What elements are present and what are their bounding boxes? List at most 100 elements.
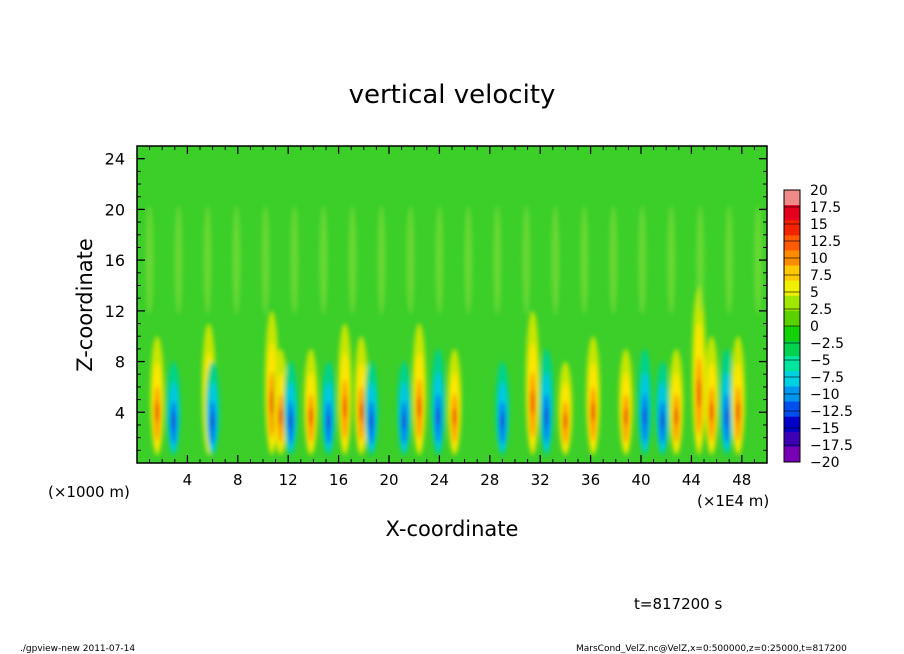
colorbar-label: −2.5: [810, 336, 844, 352]
colorbar-label: 5: [810, 285, 819, 301]
velocity-plume: [402, 413, 406, 430]
upper-streak: [406, 205, 415, 316]
velocity-plume: [624, 407, 628, 426]
upper-streak: [667, 205, 676, 316]
x-tick-label: 28: [480, 471, 499, 489]
x-tick-label: 4: [183, 471, 193, 489]
colorbar-swatch: [784, 310, 800, 327]
upper-streak: [493, 205, 502, 316]
upper-streak: [522, 205, 531, 316]
velocity-plume: [697, 378, 701, 408]
colorbar-label: 20: [810, 183, 828, 199]
velocity-plume: [343, 396, 347, 419]
velocity-plume: [531, 390, 535, 415]
footer-right: MarsCond_VelZ.nc@VelZ,x=0:500000,z=0:250…: [576, 644, 847, 654]
x-tick-label: 44: [682, 471, 701, 489]
upper-streak: [754, 205, 763, 316]
velocity-plume: [155, 401, 159, 423]
velocity-plume: [327, 413, 331, 430]
upper-streak: [174, 205, 183, 316]
upper-streak: [348, 205, 357, 316]
colorbar-label: −20: [810, 455, 840, 471]
colorbar-swatch: [784, 431, 800, 448]
velocity-plume: [369, 413, 373, 430]
velocity-plume: [417, 396, 421, 419]
velocity-plume: [309, 407, 313, 426]
colorbar-label: 0: [810, 319, 819, 335]
chart-title: vertical velocity: [349, 80, 556, 110]
y-tick-label: 20: [105, 200, 125, 219]
upper-streak: [551, 205, 560, 316]
velocity-plume: [591, 401, 595, 423]
colorbar-swatch: [784, 341, 800, 357]
time-label: t=817200 s: [634, 595, 722, 613]
colorbar-label: 7.5: [810, 268, 832, 284]
y-axis: 4 8 12 16 20 24: [105, 150, 767, 451]
velocity-plume: [725, 407, 729, 426]
x-tick-label: 24: [430, 471, 449, 489]
x-tick-label: 8: [233, 471, 243, 489]
velocity-plume: [359, 401, 363, 423]
colorbar-label: −5: [810, 353, 831, 369]
velocity-plume: [453, 407, 457, 426]
velocity-plume: [736, 401, 740, 423]
colorbar-swatch: [784, 190, 800, 206]
upper-streak: [232, 205, 241, 316]
colorbar-label: 17.5: [810, 200, 841, 216]
colorbar-swatch: [784, 326, 800, 342]
colorbar-label: 10: [810, 251, 828, 267]
y-tick-label: 12: [105, 302, 125, 321]
velocity-plume: [500, 413, 504, 430]
colorbar-swatch: [784, 265, 800, 282]
colorbar-label: −15: [810, 421, 840, 437]
velocity-plume: [270, 390, 274, 415]
x-tick-label: 36: [581, 471, 600, 489]
upper-streak: [290, 205, 299, 316]
velocity-plume: [643, 407, 647, 426]
x-tick-label: 12: [279, 471, 298, 489]
upper-streak: [464, 205, 473, 316]
x-unit-left: (×1000 m): [48, 483, 130, 501]
colorbar-label: 15: [810, 217, 828, 233]
velocity-plume: [710, 401, 714, 423]
x-tick-label: 32: [531, 471, 550, 489]
upper-streak: [638, 205, 647, 316]
colorbar-swatch: [784, 280, 800, 297]
upper-streak: [609, 205, 618, 316]
y-tick-label: 8: [115, 353, 125, 372]
velocity-plume: [172, 413, 176, 430]
x-axis-label: X-coordinate: [386, 517, 519, 541]
colorbar-label: 2.5: [810, 302, 832, 318]
x-tick-label: 40: [631, 471, 650, 489]
x-tick-label: 16: [329, 471, 348, 489]
upper-streak: [696, 205, 705, 316]
upper-streak: [725, 205, 734, 316]
y-tick-label: 4: [115, 403, 125, 422]
velocity-plume: [211, 413, 215, 430]
colorbar-swatch: [784, 371, 800, 387]
y-axis-label: Z-coordinate: [73, 238, 97, 372]
x-tick-label: 48: [732, 471, 751, 489]
colorbar-swatch: [784, 205, 800, 221]
colorbar-swatch: [784, 446, 800, 463]
upper-streak: [377, 205, 386, 316]
colorbar: 2017.51512.5107.552.50−2.5−5−7.5−10−12.5…: [783, 183, 853, 471]
footer-left: ./gpview-new 2011-07-14: [20, 644, 135, 654]
colorbar-label: −17.5: [810, 438, 853, 454]
velocity-field: [145, 205, 763, 456]
colorbar-swatch: [784, 235, 800, 251]
colorbar-label: −12.5: [810, 404, 853, 420]
colorbar-swatch: [784, 416, 800, 433]
colorbar-label: −7.5: [810, 370, 844, 386]
upper-streak: [435, 205, 444, 316]
upper-streak: [261, 205, 270, 316]
upper-streak: [580, 205, 589, 316]
plot-area: [137, 146, 767, 463]
colorbar-swatch: [784, 401, 800, 418]
colorbar-swatch: [784, 295, 800, 312]
colorbar-label: 12.5: [810, 234, 841, 250]
y-tick-label: 24: [105, 150, 125, 169]
colorbar-swatch: [784, 220, 800, 236]
colorbar-swatch: [784, 356, 800, 372]
